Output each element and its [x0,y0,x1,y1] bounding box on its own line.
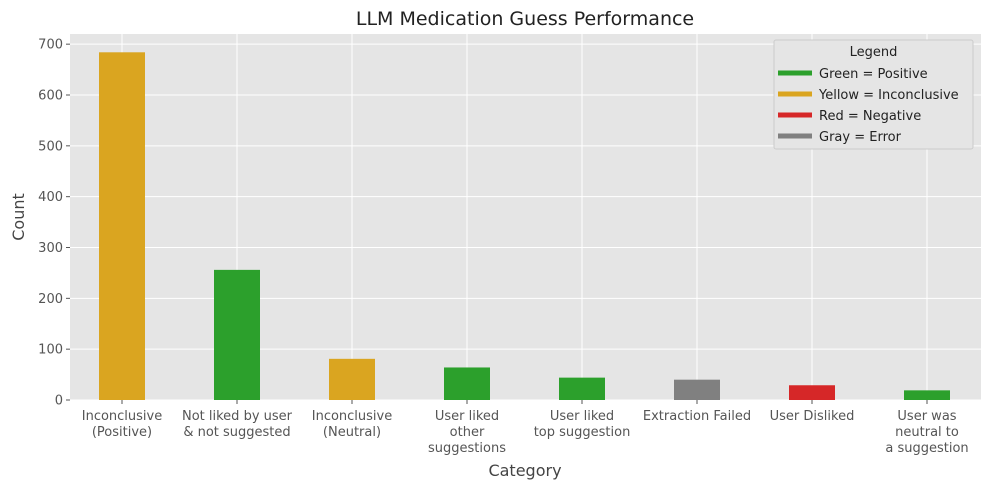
x-tick-label: Not liked by user & not suggested [182,409,293,440]
legend-box [773,39,974,150]
chart-title: LLM Medication Guess Performance [356,8,694,30]
y-tick-label: 600 [38,89,63,104]
bar [674,379,720,400]
legend: Legend Green = Positive Yellow = Inconclus… [773,39,974,150]
legend-entry-label: Yellow = Inconclusive [818,88,959,103]
x-tick-label: User liked other suggestions [428,409,506,456]
bar [329,358,375,400]
x-tick-label: Inconclusive (Positive) [82,409,163,440]
y-tick-label: 100 [38,343,63,358]
y-tick-label: 500 [38,139,63,154]
x-axis-label: Category [488,461,561,480]
legend-entry-label: Green = Positive [819,67,928,82]
x-tick-label: User liked top suggestion [534,409,631,440]
legend-entry-label: Gray = Error [819,130,902,145]
x-tick-label: Inconclusive (Neutral) [312,409,393,440]
bar [444,367,490,400]
bar [99,52,145,401]
bar [214,269,260,400]
x-tick-label: User Disliked [770,409,855,424]
bar [789,385,835,400]
y-axis-label: Count [9,193,28,241]
legend-entry-label: Red = Negative [819,109,921,124]
x-tick-label: User was neutral to a suggestion [885,409,968,456]
y-tick-label: 200 [38,292,63,307]
legend-title: Legend [850,45,898,60]
bar [904,390,950,400]
y-tick-label: 700 [38,38,63,53]
x-tick-label: Extraction Failed [643,409,751,424]
y-tick-label: 300 [38,241,63,256]
y-tick-label: 0 [55,394,63,409]
y-tick-label: 400 [38,190,63,205]
bar [559,377,605,400]
